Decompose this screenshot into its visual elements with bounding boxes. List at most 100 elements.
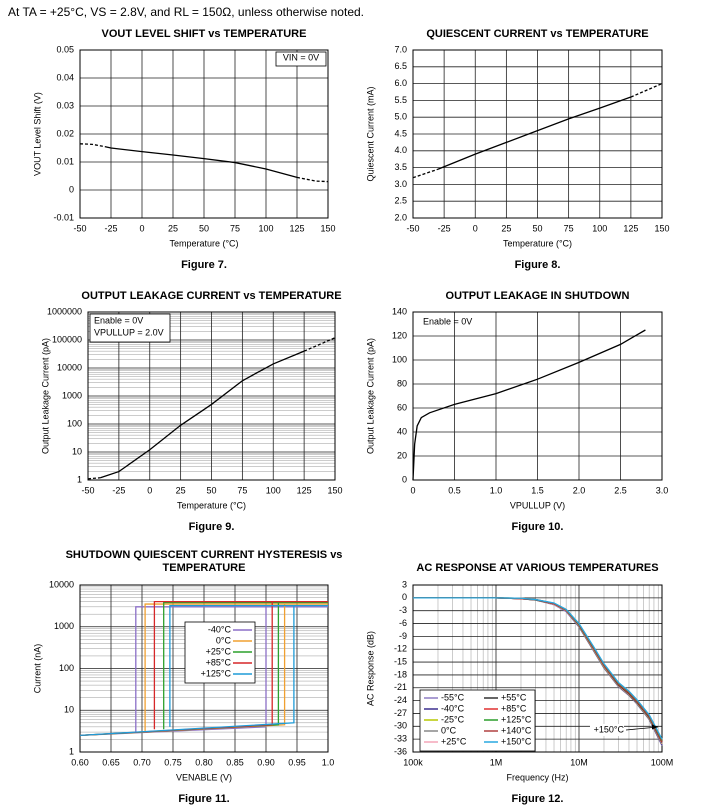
y-tick-label: 7.0 [394, 44, 407, 54]
plot-frame [412, 311, 663, 481]
y-tick-label: -18 [394, 669, 407, 679]
y-tick-label: 120 [392, 330, 407, 340]
y-tick-label: 140 [392, 306, 407, 316]
figure-caption: Figure 9. [189, 521, 235, 533]
x-tick-label: -25 [112, 485, 125, 495]
x-tick-label: -50 [81, 485, 94, 495]
y-tick-label: 80 [397, 378, 407, 388]
y-tick-label: 1000 [62, 390, 82, 400]
x-tick-label: 75 [564, 223, 574, 233]
legend-label: +140°C [501, 725, 532, 735]
figure-caption: Figure 8. [515, 259, 561, 271]
annotation: VPULLUP = 2.0V [94, 327, 164, 337]
y-tick-label: 10000 [57, 362, 82, 372]
figure-caption: Figure 11. [178, 793, 229, 805]
x-tick-label: 25 [501, 223, 511, 233]
chart-title: AC RESPONSE AT VARIOUS TEMPERATURES [416, 562, 659, 574]
y-tick-label: 100 [67, 418, 82, 428]
x-tick-label: 25 [176, 485, 186, 495]
legend-label: +125°C [501, 714, 532, 724]
x-tick-label: 25 [168, 223, 178, 233]
legend-label: +85°C [206, 657, 232, 667]
x-tick-label: 100 [592, 223, 607, 233]
y-tick-label: -36 [394, 746, 407, 756]
y-tick-label: 100 [59, 663, 74, 673]
annotation: +150°C [594, 724, 625, 734]
legend-label: 0°C [441, 725, 457, 735]
x-axis-label: VENABLE (V) [176, 772, 232, 782]
y-tick-label: -24 [394, 695, 407, 705]
x-tick-label: 150 [320, 223, 335, 233]
annotation: VIN = 0V [283, 52, 319, 62]
legend-label: +85°C [501, 703, 527, 713]
legend-box [184, 621, 256, 684]
y-tick-label: -9 [399, 631, 407, 641]
x-tick-label: 0 [410, 485, 415, 495]
y-axis-label: VOUT Level Shift (V) [32, 92, 42, 176]
x-tick-label: 50 [532, 223, 542, 233]
y-tick-label: 2.0 [394, 212, 407, 222]
series-line [303, 337, 336, 352]
legend-label: +125°C [201, 668, 232, 678]
y-tick-label: 0.04 [56, 72, 74, 82]
x-tick-label: 150 [654, 223, 669, 233]
y-tick-label: 0 [402, 592, 407, 602]
legend-label: 0°C [216, 635, 232, 645]
y-tick-label: 20 [397, 450, 407, 460]
x-tick-label: 0.85 [226, 757, 244, 767]
series-line [437, 96, 632, 170]
plot-frame [412, 584, 663, 753]
y-tick-label: -3 [399, 605, 407, 615]
x-tick-label: 150 [327, 485, 342, 495]
plot-frame [79, 584, 329, 753]
x-tick-label: -50 [73, 223, 86, 233]
y-axis-label: Output Leakage Current (pA) [40, 338, 50, 454]
plot-frame [412, 49, 663, 219]
y-tick-label: 0 [69, 184, 74, 194]
legend-label: +25°C [206, 646, 232, 656]
y-tick-label: 0.03 [56, 100, 74, 110]
plot-frame [79, 49, 329, 219]
y-axis-label: Current (nA) [32, 644, 42, 694]
x-tick-label: 100 [258, 223, 273, 233]
y-tick-label: 0.02 [56, 128, 74, 138]
x-tick-label: 3.0 [656, 485, 669, 495]
y-tick-label: -33 [394, 734, 407, 744]
x-tick-label: 50 [206, 485, 216, 495]
chart-title: OUTPUT LEAKAGE CURRENT vs TEMPERATURE [81, 290, 342, 302]
series-line [104, 145, 298, 179]
y-tick-label: 3 [402, 579, 407, 589]
x-tick-label: 1.0 [322, 757, 335, 767]
x-tick-label: 75 [237, 485, 247, 495]
x-tick-label: 75 [230, 223, 240, 233]
y-tick-label: 1 [69, 746, 74, 756]
series-line [412, 168, 439, 179]
y-tick-label: 10 [64, 705, 74, 715]
figure-caption: Figure 10. [512, 521, 564, 533]
y-tick-label: 100 [392, 354, 407, 364]
x-tick-label: -25 [104, 223, 117, 233]
x-tick-label: 0.75 [164, 757, 182, 767]
y-tick-label: 4.5 [394, 128, 407, 138]
annotation: Enable = 0V [423, 316, 472, 326]
y-tick-label: 3.5 [394, 162, 407, 172]
series-line [79, 605, 328, 737]
y-tick-label: 6.5 [394, 61, 407, 71]
y-tick-label: 40 [397, 426, 407, 436]
y-tick-label: -12 [394, 644, 407, 654]
y-tick-label: 100000 [52, 334, 82, 344]
figure-caption: Figure 12. [512, 793, 564, 805]
x-axis-label: VPULLUP (V) [510, 500, 565, 510]
chart-title: OUTPUT LEAKAGE IN SHUTDOWN [445, 290, 630, 302]
y-tick-label: 4.0 [394, 145, 407, 155]
x-tick-label: 0 [139, 223, 144, 233]
y-tick-label: 10 [72, 446, 82, 456]
chart-title: QUIESCENT CURRENT vs TEMPERATURE [426, 28, 649, 40]
y-tick-label: 3.0 [394, 179, 407, 189]
annotation: Enable = 0V [94, 315, 143, 325]
y-tick-label: 10000 [49, 579, 74, 589]
x-tick-label: 100k [403, 757, 423, 767]
legend-label: -55°C [441, 692, 465, 702]
y-tick-label: -30 [394, 721, 407, 731]
x-tick-label: -50 [406, 223, 419, 233]
